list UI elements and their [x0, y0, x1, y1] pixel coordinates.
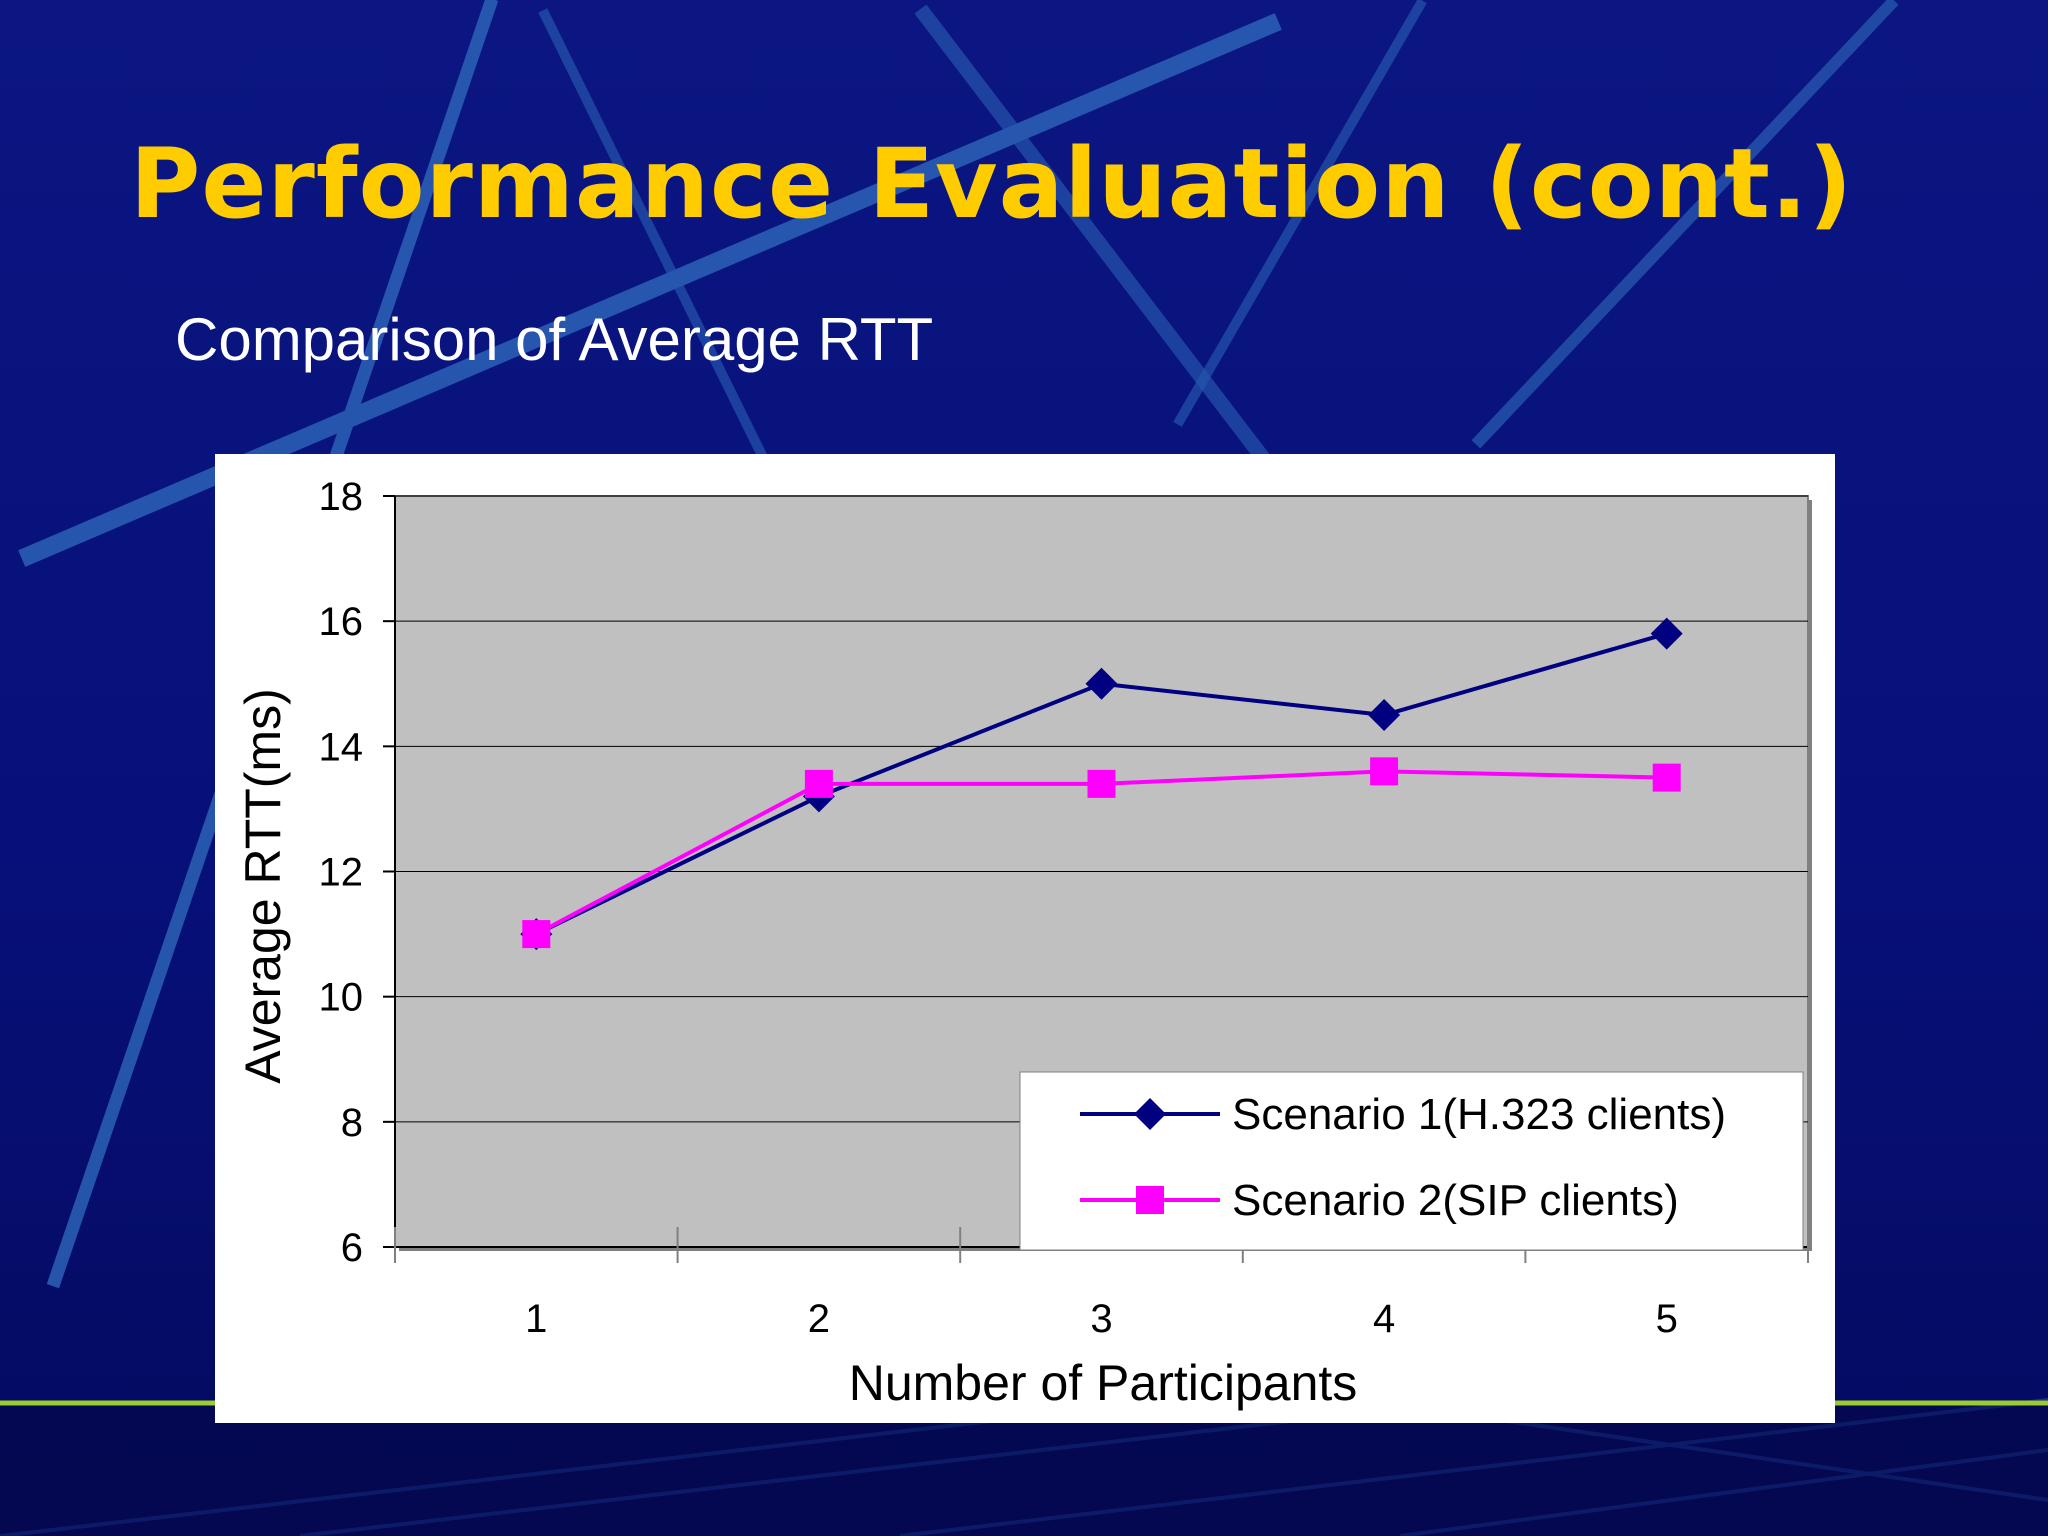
x-tick-label: 4 [1373, 1297, 1395, 1341]
series-2-point [804, 769, 833, 798]
y-tick-label: 10 [319, 976, 364, 1020]
y-tick-label: 8 [341, 1101, 363, 1145]
series-2-point [1087, 769, 1116, 798]
y-tick-label: 14 [319, 725, 364, 769]
x-tick-label: 3 [1090, 1297, 1112, 1341]
series-2-point [1652, 763, 1681, 792]
legend-entry: Scenario 1(H.323 clients) [1080, 1090, 1726, 1139]
legend-entry: Scenario 2(SIP clients) [1080, 1176, 1679, 1225]
legend-label: Scenario 2(SIP clients) [1232, 1176, 1679, 1225]
series-1-point [1368, 699, 1401, 732]
chart-panel: 6 8 10 12 14 16 18 1 2 3 4 5 Scenario 1(H.323 clien… [215, 454, 1835, 1423]
y-tick-label: 12 [319, 851, 364, 895]
y-tick-label: 16 [319, 600, 364, 644]
y-tick-label: 18 [319, 475, 364, 519]
slide-subtitle: Comparison of Average RTT [175, 306, 934, 373]
series-1-point [1085, 667, 1118, 700]
x-tick-label: 2 [808, 1297, 830, 1341]
y-tick-label: 6 [341, 1226, 363, 1270]
y-axis-title: Average RTT(ms) [235, 688, 291, 1083]
x-axis-title: Number of Participants [849, 1355, 1358, 1411]
legend-marker [1134, 1098, 1166, 1130]
x-tick-label: 1 [525, 1297, 547, 1341]
series-2 [522, 757, 1681, 949]
legend-label: Scenario 1(H.323 clients) [1232, 1090, 1726, 1139]
legend-marker [1136, 1186, 1164, 1214]
series-2-point [522, 920, 551, 949]
slide-title: Performance Evaluation (cont.) [130, 128, 1854, 240]
series-2-point [1370, 757, 1399, 786]
series-1-point [1650, 617, 1683, 650]
x-tick-label: 5 [1656, 1297, 1678, 1341]
